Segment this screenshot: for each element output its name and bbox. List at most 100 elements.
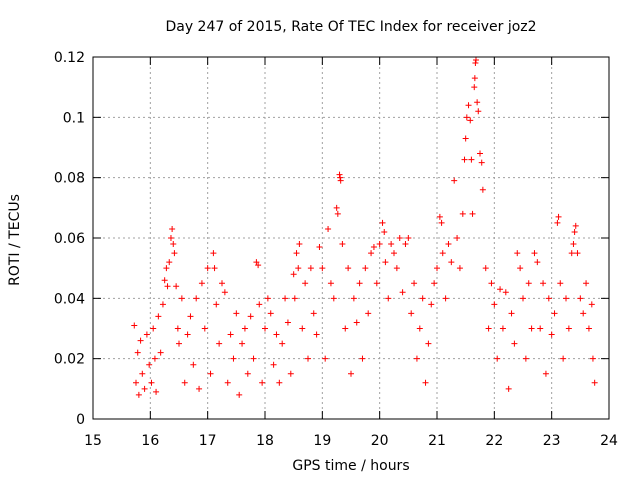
data-point [428, 301, 435, 308]
data-point [488, 280, 495, 287]
data-point [327, 280, 334, 287]
data-point [284, 319, 291, 326]
x-tick-label: 20 [371, 433, 389, 449]
data-point [210, 250, 217, 257]
data-point [571, 228, 578, 235]
data-point [196, 385, 203, 392]
data-point [478, 159, 485, 166]
data-point [517, 265, 524, 272]
data-point [169, 225, 176, 232]
data-point [525, 280, 532, 287]
data-point [276, 379, 283, 386]
data-point [574, 250, 581, 257]
data-point [353, 319, 360, 326]
data-point [451, 177, 458, 184]
data-point [334, 210, 341, 217]
data-point [255, 262, 262, 269]
data-point [591, 379, 598, 386]
data-point [570, 241, 577, 248]
data-point [290, 271, 297, 278]
data-point [201, 325, 208, 332]
y-tick-label: 0.02 [54, 352, 85, 368]
data-point [511, 340, 518, 347]
data-point [462, 135, 469, 142]
data-point [173, 283, 180, 290]
data-point [411, 280, 418, 287]
data-point [131, 322, 138, 329]
data-point [356, 280, 363, 287]
data-point [359, 355, 366, 362]
data-point [419, 295, 426, 302]
data-point [170, 241, 177, 248]
data-point [348, 370, 354, 377]
x-tick-label: 23 [543, 433, 561, 449]
data-point [190, 361, 197, 368]
data-point [164, 283, 171, 290]
x-tick-label: 18 [256, 433, 274, 449]
data-point [555, 213, 562, 220]
x-tick-labels: 15 16 17 18 19 20 21 22 23 24 [84, 433, 618, 449]
data-point [537, 325, 544, 332]
data-point [499, 325, 506, 332]
data-point [262, 325, 268, 332]
data-point [244, 370, 251, 377]
data-point [135, 391, 142, 398]
data-point [293, 250, 300, 257]
y-tick-label: 0.04 [54, 291, 85, 307]
data-point [219, 280, 225, 287]
data-point [204, 265, 211, 272]
data-point [247, 313, 254, 320]
data-point [568, 250, 575, 257]
data-point [425, 340, 432, 347]
data-point [545, 295, 552, 302]
data-point [270, 361, 277, 368]
data-point [184, 331, 191, 338]
x-tick-label: 17 [199, 433, 217, 449]
data-point [514, 250, 521, 257]
data-point [161, 277, 168, 284]
data-point [439, 250, 446, 257]
data-point [345, 265, 352, 272]
data-point [565, 325, 572, 332]
data-point [381, 228, 388, 235]
data-point [325, 225, 332, 232]
data-point [139, 370, 146, 377]
data-point [468, 156, 475, 163]
data-point [485, 325, 492, 332]
data-point [150, 325, 157, 332]
data-point [373, 280, 380, 287]
data-point [585, 325, 592, 332]
data-point [560, 355, 567, 362]
data-point [448, 259, 455, 266]
data-point [469, 210, 476, 217]
data-point [388, 241, 395, 248]
data-point [336, 171, 343, 178]
data-point [475, 108, 482, 115]
data-point [230, 355, 237, 362]
x-tick-label: 24 [600, 433, 618, 449]
data-point [508, 310, 515, 317]
data-point [551, 310, 558, 317]
data-point [554, 219, 561, 226]
data-point [445, 241, 452, 248]
data-point [548, 331, 555, 338]
data-point [471, 84, 478, 91]
y-axis-label: ROTI / TECUs [7, 194, 23, 286]
data-point [337, 174, 344, 181]
data-point [438, 219, 445, 226]
data-point [333, 204, 340, 211]
data-point [253, 259, 260, 266]
data-point [224, 379, 231, 386]
data-point [379, 219, 386, 226]
data-point [422, 379, 429, 386]
data-point [313, 331, 320, 338]
data-point [211, 265, 218, 272]
data-point [178, 295, 185, 302]
data-point [393, 265, 400, 272]
data-point [479, 186, 486, 193]
data-point [368, 250, 375, 257]
data-point [279, 340, 286, 347]
data-point [141, 385, 148, 392]
data-point [370, 244, 377, 251]
